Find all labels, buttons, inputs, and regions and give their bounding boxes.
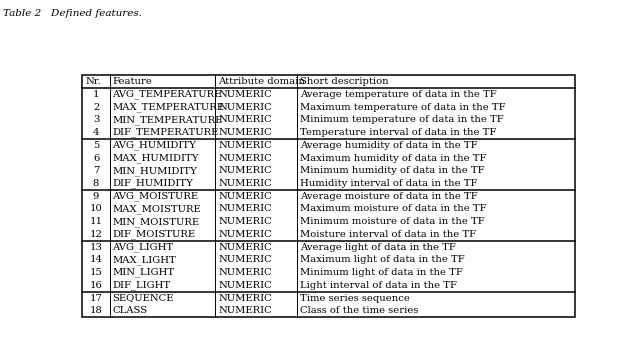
Text: NUMERIC: NUMERIC (218, 90, 272, 99)
Text: Average light of data in the TF: Average light of data in the TF (300, 243, 456, 252)
Text: Nr.: Nr. (86, 77, 101, 86)
Text: 11: 11 (90, 217, 102, 226)
Text: Minimum temperature of data in the TF: Minimum temperature of data in the TF (300, 115, 504, 125)
Text: Moisture interval of data in the TF: Moisture interval of data in the TF (300, 230, 476, 239)
Text: Average humidity of data in the TF: Average humidity of data in the TF (300, 141, 477, 150)
Text: NUMERIC: NUMERIC (218, 217, 272, 226)
Text: NUMERIC: NUMERIC (218, 306, 272, 315)
Text: NUMERIC: NUMERIC (218, 268, 272, 277)
Text: 8: 8 (93, 179, 99, 188)
Text: NUMERIC: NUMERIC (218, 166, 272, 175)
Text: Humidity interval of data in the TF: Humidity interval of data in the TF (300, 179, 477, 188)
Text: NUMERIC: NUMERIC (218, 141, 272, 150)
Text: 15: 15 (90, 268, 102, 277)
Text: Maximum light of data in the TF: Maximum light of data in the TF (300, 256, 465, 264)
Text: Light interval of data in the TF: Light interval of data in the TF (300, 281, 457, 290)
Text: MIN_HUMIDITY: MIN_HUMIDITY (113, 166, 197, 176)
Text: Average moisture of data in the TF: Average moisture of data in the TF (300, 192, 477, 201)
Text: Table 2   Defined features.: Table 2 Defined features. (3, 9, 142, 18)
Text: NUMERIC: NUMERIC (218, 243, 272, 252)
Text: SEQUENCE: SEQUENCE (113, 294, 174, 303)
Text: 3: 3 (93, 115, 99, 125)
Text: MAX_HUMIDITY: MAX_HUMIDITY (113, 153, 199, 163)
Text: NUMERIC: NUMERIC (218, 256, 272, 264)
Text: Class of the time series: Class of the time series (300, 306, 418, 315)
Text: 1: 1 (93, 90, 99, 99)
Text: NUMERIC: NUMERIC (218, 192, 272, 201)
Text: NUMERIC: NUMERIC (218, 205, 272, 214)
Text: NUMERIC: NUMERIC (218, 294, 272, 303)
Text: AVG_LIGHT: AVG_LIGHT (113, 242, 173, 252)
Text: NUMERIC: NUMERIC (218, 128, 272, 137)
Text: 13: 13 (90, 243, 102, 252)
Text: DIF_HUMIDITY: DIF_HUMIDITY (113, 179, 193, 188)
Text: 17: 17 (90, 294, 102, 303)
Bar (83, 76, 575, 317)
Text: DIF_TEMPERATURE: DIF_TEMPERATURE (113, 128, 219, 138)
Text: MIN_MOISTURE: MIN_MOISTURE (113, 217, 200, 227)
Text: Minimum moisture of data in the TF: Minimum moisture of data in the TF (300, 217, 484, 226)
Text: AVG_TEMPERATURE: AVG_TEMPERATURE (113, 90, 222, 99)
Text: NUMERIC: NUMERIC (218, 115, 272, 125)
Text: AVG_MOISTURE: AVG_MOISTURE (113, 191, 198, 201)
Text: MAX_TEMPERATURE: MAX_TEMPERATURE (113, 102, 225, 112)
Text: 12: 12 (90, 230, 102, 239)
Text: NUMERIC: NUMERIC (218, 179, 272, 188)
Text: MAX_MOISTURE: MAX_MOISTURE (113, 204, 202, 214)
Text: Attribute domain: Attribute domain (218, 77, 305, 86)
Text: 7: 7 (93, 166, 99, 175)
Text: DIF_MOISTURE: DIF_MOISTURE (113, 230, 196, 239)
Text: DIF_LIGHT: DIF_LIGHT (113, 281, 171, 290)
Text: AVG_HUMIDITY: AVG_HUMIDITY (113, 140, 196, 150)
Text: Maximum temperature of data in the TF: Maximum temperature of data in the TF (300, 103, 506, 111)
Text: 10: 10 (90, 205, 102, 214)
Text: 2: 2 (93, 103, 99, 111)
Text: Temperature interval of data in the TF: Temperature interval of data in the TF (300, 128, 496, 137)
Text: Feature: Feature (113, 77, 152, 86)
Text: NUMERIC: NUMERIC (218, 230, 272, 239)
Text: CLASS: CLASS (113, 306, 148, 315)
Text: Short description: Short description (300, 77, 388, 86)
Text: 9: 9 (93, 192, 99, 201)
Text: Average temperature of data in the TF: Average temperature of data in the TF (300, 90, 497, 99)
Text: NUMERIC: NUMERIC (218, 281, 272, 290)
Text: NUMERIC: NUMERIC (218, 153, 272, 163)
Text: 4: 4 (93, 128, 99, 137)
Text: NUMERIC: NUMERIC (218, 103, 272, 111)
Text: Minimum light of data in the TF: Minimum light of data in the TF (300, 268, 463, 277)
Text: 14: 14 (90, 256, 102, 264)
Text: MIN_TEMPERATURE: MIN_TEMPERATURE (113, 115, 223, 125)
Text: Maximum humidity of data in the TF: Maximum humidity of data in the TF (300, 153, 486, 163)
Text: MIN_LIGHT: MIN_LIGHT (113, 268, 175, 277)
Text: MAX_LIGHT: MAX_LIGHT (113, 255, 176, 265)
Text: Maximum moisture of data in the TF: Maximum moisture of data in the TF (300, 205, 486, 214)
Text: 5: 5 (93, 141, 99, 150)
Text: 18: 18 (90, 306, 102, 315)
Text: Time series sequence: Time series sequence (300, 294, 410, 303)
Text: Minimum humidity of data in the TF: Minimum humidity of data in the TF (300, 166, 484, 175)
Text: 16: 16 (90, 281, 102, 290)
Text: 6: 6 (93, 153, 99, 163)
